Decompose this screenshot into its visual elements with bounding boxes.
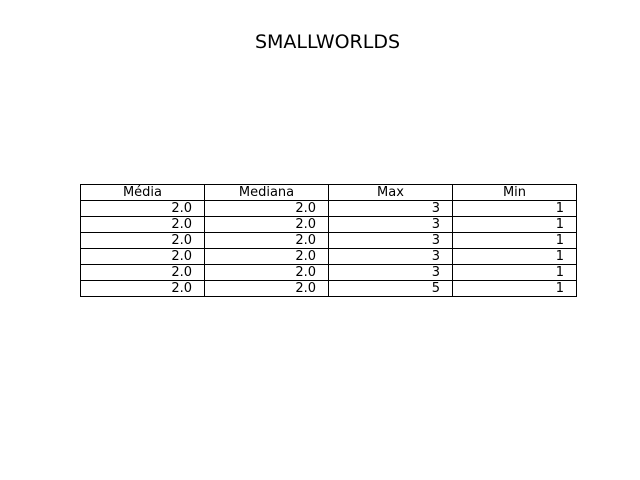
cell-max: 3 <box>328 232 453 249</box>
cell-max: 3 <box>328 200 453 217</box>
cell-max: 3 <box>328 216 453 233</box>
cell-max: 3 <box>328 264 453 281</box>
cell-media: 2.0 <box>80 248 205 265</box>
cell-media: 2.0 <box>80 216 205 233</box>
cell-max: 3 <box>328 248 453 265</box>
column-header-media: Média <box>80 184 205 201</box>
table-row: 2.0 2.0 5 1 <box>80 280 577 297</box>
table-row: 2.0 2.0 3 1 <box>80 232 577 249</box>
cell-mediana: 2.0 <box>204 216 329 233</box>
table-row: 2.0 2.0 3 1 <box>80 248 577 265</box>
chart-title: SMALLWORLDS <box>254 31 401 53</box>
column-header-min: Min <box>452 184 577 201</box>
table-header-row: Média Mediana Max Min <box>80 184 577 201</box>
table-row: 2.0 2.0 3 1 <box>80 200 577 217</box>
cell-min: 1 <box>452 264 577 281</box>
table-row: 2.0 2.0 3 1 <box>80 264 577 281</box>
cell-media: 2.0 <box>80 232 205 249</box>
cell-max: 5 <box>328 280 453 297</box>
cell-min: 1 <box>452 280 577 297</box>
cell-media: 2.0 <box>80 280 205 297</box>
cell-media: 2.0 <box>80 264 205 281</box>
cell-min: 1 <box>452 232 577 249</box>
cell-min: 1 <box>452 200 577 217</box>
column-header-max: Max <box>328 184 453 201</box>
cell-min: 1 <box>452 216 577 233</box>
table-row: 2.0 2.0 3 1 <box>80 216 577 233</box>
cell-media: 2.0 <box>80 200 205 217</box>
cell-mediana: 2.0 <box>204 280 329 297</box>
cell-min: 1 <box>452 248 577 265</box>
cell-mediana: 2.0 <box>204 248 329 265</box>
cell-mediana: 2.0 <box>204 232 329 249</box>
column-header-mediana: Mediana <box>204 184 329 201</box>
data-table: Média Mediana Max Min 2.0 2.0 3 1 2.0 2.… <box>80 184 577 297</box>
cell-mediana: 2.0 <box>204 264 329 281</box>
cell-mediana: 2.0 <box>204 200 329 217</box>
